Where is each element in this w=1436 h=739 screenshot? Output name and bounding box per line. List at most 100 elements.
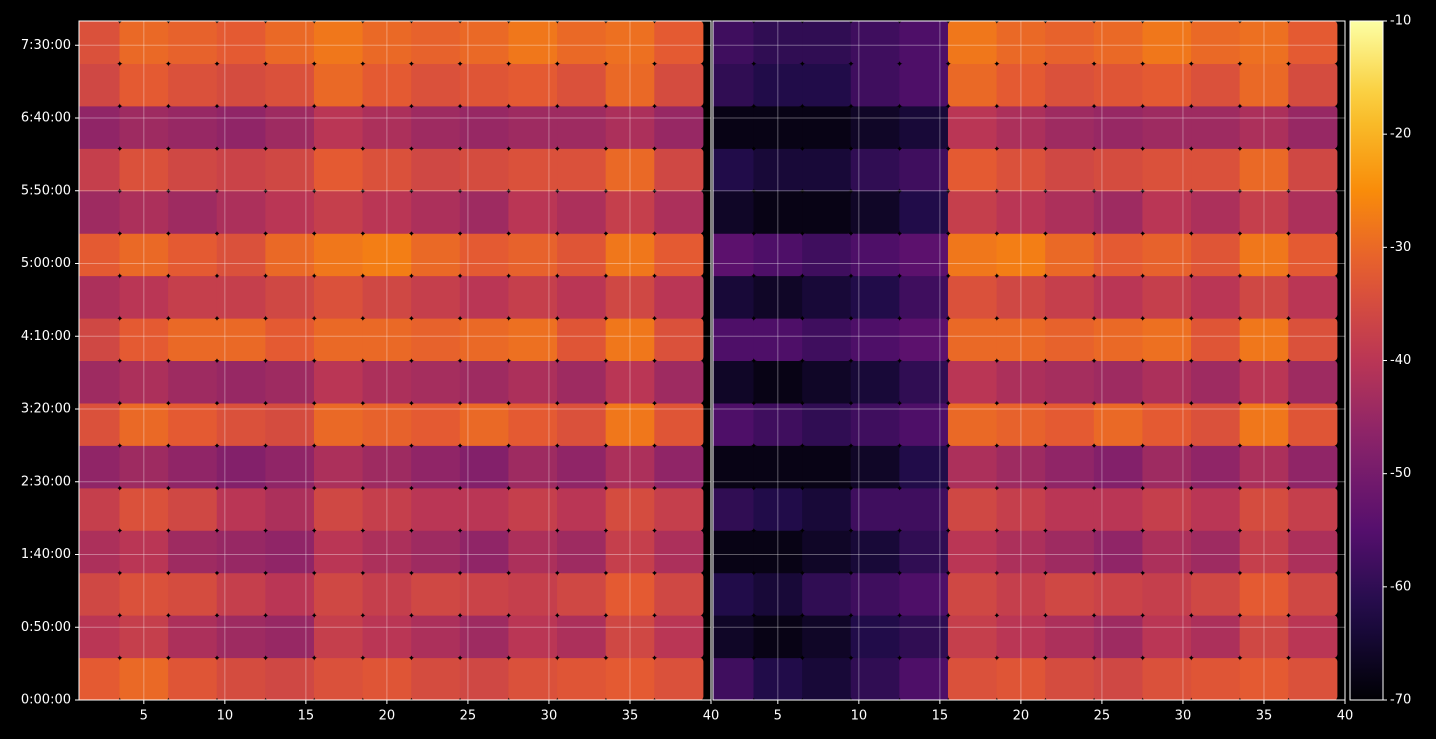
heatmap-cell [1142,21,1192,64]
heatmap-cell [1288,105,1338,149]
heatmap-cell [654,105,704,149]
heatmap-cell [605,572,655,616]
heatmap-cell [508,318,558,361]
heatmap-cell [996,21,1046,64]
plot-frame [712,20,1346,701]
heatmap-cell [265,190,315,234]
heatmap-cell [508,487,558,531]
heatmap-cell [605,63,655,107]
heatmap-cell [713,530,755,574]
heatmap-cell [1045,63,1095,107]
heatmap-cell [1191,233,1241,277]
heatmap-cell [216,657,266,700]
heatmap-cell [79,105,121,149]
heatmap-cell [1288,487,1338,531]
heatmap-cell [605,530,655,574]
heatmap-cell [605,318,655,361]
heatmap-cell [119,530,169,574]
heatmap-cell [850,148,900,192]
heatmap-cell [605,275,655,319]
heatmap-cell [508,233,558,277]
heatmap-cell [753,21,803,64]
heatmap-cell [1093,148,1143,192]
x-tick-label: 40 [1337,709,1354,724]
heatmap-cell [1045,360,1095,404]
x-tick-label: 40 [703,709,720,724]
heatmap-cell [899,233,949,277]
heatmap-cell [1239,233,1289,277]
heatmap-cell [1239,275,1289,319]
heatmap-cell [362,21,412,64]
heatmap-cell [1191,487,1241,531]
heatmap-cell [1093,657,1143,700]
x-tick-label: 30 [1175,709,1192,724]
heatmap-cell [216,63,266,107]
y-tick-label: 4:10:00 [21,329,71,344]
heatmap-cell [996,318,1046,361]
heatmap-cell [119,487,169,531]
heatmap-cell [119,63,169,107]
heatmap-cell [1045,318,1095,361]
heatmap-cell [753,402,803,446]
heatmap-cell [265,615,315,659]
heatmap-cell [1288,402,1338,446]
x-tick-label: 5 [140,709,148,724]
heatmap-cell [216,190,266,234]
heatmap-cell [802,233,852,277]
heatmap-cell [459,360,509,404]
heatmap-cell [850,445,900,489]
heatmap-cell [119,360,169,404]
heatmap-cell [119,402,169,446]
heatmap-cell [1288,63,1338,107]
heatmap-cell [996,572,1046,616]
heatmap-cell [1093,530,1143,574]
y-tick-label: 2:30:00 [21,474,71,489]
heatmap-cell [1191,105,1241,149]
heatmap-cell [313,148,364,192]
heatmap-cell [1239,530,1289,574]
heatmap-cell [947,275,998,319]
heatmap-cell [753,657,803,700]
heatmap-cell [899,657,949,700]
heatmap-cell [1239,105,1289,149]
heatmap-cell [313,402,364,446]
heatmap-cell [362,487,412,531]
heatmap-cell [216,318,266,361]
heatmap-cell [753,572,803,616]
heatmap-cell [411,445,461,489]
heatmap-cell [996,275,1046,319]
heatmap-cell [753,487,803,531]
heatmap-cell [654,360,704,404]
heatmap-cell [216,360,266,404]
heatmap-cell [753,275,803,319]
y-tick-label: 0:50:00 [21,620,71,635]
heatmap-cell [802,63,852,107]
heatmap-cell [411,148,461,192]
y-tick-label: 1:40:00 [21,547,71,562]
heatmap-cell [996,105,1046,149]
heatmap-cell [802,402,852,446]
heatmap-cell [362,402,412,446]
heatmap-cell [713,360,755,404]
heatmap-cell [850,105,900,149]
heatmap-cell [265,572,315,616]
heatmap-cell [411,233,461,277]
heatmap-cell [411,360,461,404]
heatmap-cell [168,657,218,700]
heatmap-cell [557,275,607,319]
heatmap-cell [313,530,364,574]
heatmap-cell [265,275,315,319]
heatmap-cell [1093,360,1143,404]
heatmap-cell [947,360,998,404]
heatmap-cell [1288,318,1338,361]
heatmap-cell [508,148,558,192]
heatmap-cell [313,615,364,659]
colorbar-tick-label: -50 [1390,466,1411,481]
heatmap-cell [899,530,949,574]
heatmap-cell [362,318,412,361]
heatmap-cell [119,318,169,361]
heatmap-cell [119,657,169,700]
heatmap-cell [899,318,949,361]
heatmap-cell [713,572,755,616]
heatmap-cell [654,445,704,489]
